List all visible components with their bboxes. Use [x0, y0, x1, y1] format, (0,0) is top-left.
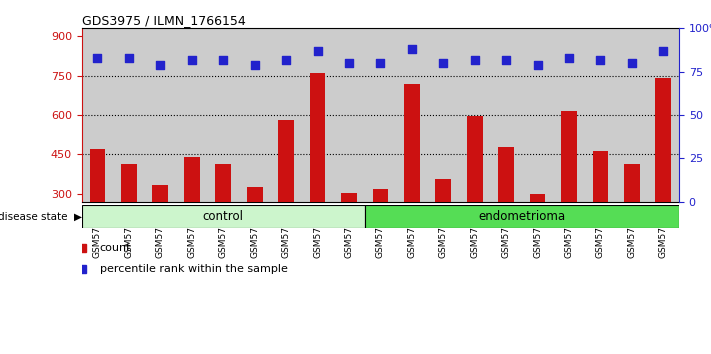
Bar	[215, 164, 231, 273]
Point	[437, 60, 449, 66]
Bar	[467, 116, 483, 273]
Bar	[522, 28, 553, 202]
Bar	[310, 73, 326, 273]
Bar	[184, 157, 200, 273]
Text: count: count	[100, 243, 132, 253]
Bar	[113, 28, 144, 202]
Bar	[247, 187, 262, 273]
Text: control: control	[203, 210, 244, 223]
Bar	[530, 194, 545, 273]
Bar	[82, 205, 365, 228]
Point	[280, 57, 292, 62]
Bar	[333, 28, 365, 202]
Bar	[176, 28, 208, 202]
Text: endometrioma: endometrioma	[479, 210, 565, 223]
Point	[92, 55, 103, 61]
Point	[186, 57, 198, 62]
Bar	[82, 28, 113, 202]
Bar	[561, 111, 577, 273]
Bar	[90, 149, 105, 273]
Point	[218, 57, 229, 62]
Point	[406, 46, 417, 52]
Bar	[656, 78, 671, 273]
Bar	[121, 164, 137, 273]
Bar	[584, 28, 616, 202]
Bar	[459, 28, 491, 202]
Text: GDS3975 / ILMN_1766154: GDS3975 / ILMN_1766154	[82, 14, 245, 27]
Bar	[341, 193, 357, 273]
Point	[501, 57, 512, 62]
Text: disease state  ▶: disease state ▶	[0, 212, 82, 222]
Point	[343, 60, 355, 66]
Bar	[152, 185, 169, 273]
Bar	[373, 189, 388, 273]
Point	[658, 48, 669, 54]
Bar	[592, 150, 609, 273]
Bar	[491, 28, 522, 202]
Point	[123, 55, 134, 61]
Text: percentile rank within the sample: percentile rank within the sample	[100, 264, 287, 274]
Bar	[435, 179, 451, 273]
Bar	[396, 28, 427, 202]
Point	[155, 62, 166, 68]
Point	[375, 60, 386, 66]
Point	[563, 55, 574, 61]
Bar	[624, 164, 640, 273]
Point	[249, 62, 260, 68]
Bar	[616, 28, 648, 202]
Bar	[553, 28, 584, 202]
Point	[626, 60, 638, 66]
Bar	[301, 28, 333, 202]
Bar	[144, 28, 176, 202]
Bar	[648, 28, 679, 202]
Bar	[278, 120, 294, 273]
Bar	[365, 205, 679, 228]
Point	[312, 48, 324, 54]
Point	[469, 57, 481, 62]
Point	[594, 57, 606, 62]
Point	[532, 62, 543, 68]
Bar	[427, 28, 459, 202]
Bar	[404, 84, 419, 273]
Bar	[270, 28, 301, 202]
Bar	[208, 28, 239, 202]
Bar	[365, 28, 396, 202]
Bar	[239, 28, 270, 202]
Bar	[498, 147, 514, 273]
